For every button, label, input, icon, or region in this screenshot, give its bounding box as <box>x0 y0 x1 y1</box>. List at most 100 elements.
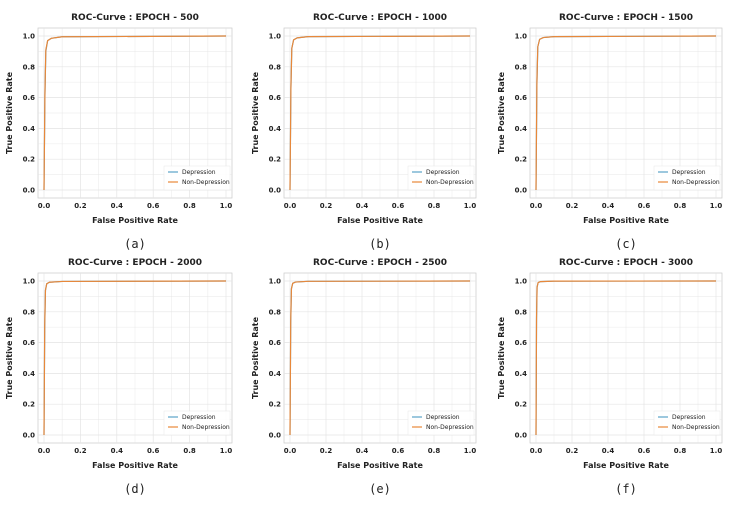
x-tick-label: 0.2 <box>566 447 579 455</box>
legend-entry: Non-Depression <box>672 424 720 431</box>
y-tick-label: 0.0 <box>269 187 282 195</box>
y-tick-label: 0.6 <box>269 339 282 347</box>
y-tick-label: 1.0 <box>515 33 528 41</box>
legend-entry: Depression <box>182 169 216 176</box>
panel-caption: (d) <box>124 482 146 496</box>
x-tick-label: 0.0 <box>530 202 543 210</box>
y-axis-label: True Positive Rate <box>497 316 506 399</box>
x-tick-label: 1.0 <box>710 447 723 455</box>
x-tick-label: 0.2 <box>566 202 579 210</box>
x-tick-label: 1.0 <box>220 447 233 455</box>
panel-caption: (a) <box>124 237 146 251</box>
x-tick-label: 0.4 <box>356 202 369 210</box>
y-tick-label: 0.0 <box>515 187 528 195</box>
legend-entry: Depression <box>672 414 706 421</box>
y-tick-label: 0.2 <box>23 401 36 409</box>
legend-entry: Depression <box>426 414 460 421</box>
y-tick-label: 0.2 <box>269 401 282 409</box>
x-tick-label: 0.2 <box>74 447 87 455</box>
y-tick-label: 0.8 <box>23 63 36 71</box>
y-tick-label: 0.8 <box>269 63 282 71</box>
y-tick-label: 1.0 <box>269 278 282 286</box>
chart-title: ROC-Curve : EPOCH - 500 <box>71 13 199 23</box>
y-tick-label: 0.4 <box>515 125 528 133</box>
x-tick-label: 0.2 <box>320 447 333 455</box>
x-tick-label: 0.0 <box>530 447 543 455</box>
x-tick-label: 0.4 <box>111 447 124 455</box>
panel-caption: (c) <box>615 237 637 251</box>
x-tick-label: 0.0 <box>38 447 51 455</box>
chart-title: ROC-Curve : EPOCH - 3000 <box>559 258 693 268</box>
legend: Depression Non-Depression <box>407 165 475 191</box>
x-tick-label: 0.2 <box>74 202 87 210</box>
series-line-non-depression <box>535 35 717 191</box>
x-tick-label: 1.0 <box>464 447 477 455</box>
y-axis-label: True Positive Rate <box>5 71 14 154</box>
y-tick-label: 0.6 <box>515 94 528 102</box>
y-tick-label: 0.4 <box>269 370 282 378</box>
x-tick-label: 0.0 <box>284 202 297 210</box>
x-axis-label: False Positive Rate <box>583 461 669 470</box>
y-tick-label: 0.6 <box>515 339 528 347</box>
x-tick-label: 0.8 <box>428 447 441 455</box>
y-tick-label: 1.0 <box>515 278 528 286</box>
x-tick-label: 0.8 <box>428 202 441 210</box>
x-tick-label: 0.8 <box>674 447 687 455</box>
y-axis-label: True Positive Rate <box>251 316 260 399</box>
x-tick-label: 1.0 <box>710 202 723 210</box>
legend-entry: Non-Depression <box>182 424 230 431</box>
x-tick-label: 1.0 <box>464 202 477 210</box>
y-tick-label: 0.8 <box>23 308 36 316</box>
legend-box <box>163 165 231 191</box>
legend: Depression Non-Depression <box>653 410 721 436</box>
chart-title: ROC-Curve : EPOCH - 1000 <box>313 13 447 23</box>
x-tick-label: 0.4 <box>602 447 615 455</box>
x-axis-label: False Positive Rate <box>92 216 178 225</box>
legend: Depression Non-Depression <box>163 410 231 436</box>
legend: Depression Non-Depression <box>653 165 721 191</box>
panel-caption: (f) <box>615 482 637 496</box>
legend-entry: Depression <box>182 414 216 421</box>
y-axis-label: True Positive Rate <box>5 316 14 399</box>
x-tick-label: 0.8 <box>183 202 196 210</box>
x-tick-label: 0.6 <box>147 447 160 455</box>
y-tick-label: 0.4 <box>269 125 282 133</box>
y-axis-label: True Positive Rate <box>251 71 260 154</box>
y-tick-label: 0.8 <box>269 308 282 316</box>
legend-entry: Depression <box>426 169 460 176</box>
y-tick-label: 1.0 <box>23 278 36 286</box>
y-tick-label: 0.4 <box>23 125 36 133</box>
series-line-non-depression <box>289 35 471 191</box>
legend-box <box>653 410 721 436</box>
panel-caption: (b) <box>369 237 391 251</box>
legend-box <box>653 165 721 191</box>
y-tick-label: 0.2 <box>269 156 282 164</box>
roc-panel-5: 0.0 0.2 0.4 0.6 0.8 1.0 0.0 0.2 0.4 0.6 0.8 1.0 ROC-… <box>251 258 477 496</box>
series-line-non-depression <box>43 280 227 436</box>
legend: Depression Non-Depression <box>407 410 475 436</box>
legend: Depression Non-Depression <box>163 165 231 191</box>
x-axis-label: False Positive Rate <box>583 216 669 225</box>
roc-panel-4: 0.0 0.2 0.4 0.6 0.8 1.0 0.0 0.2 0.4 0.6 0.8 1.0 ROC-… <box>5 258 233 496</box>
x-tick-label: 0.8 <box>183 447 196 455</box>
legend-entry: Depression <box>672 169 706 176</box>
roc-panel-3: 0.0 0.2 0.4 0.6 0.8 1.0 0.0 0.2 0.4 0.6 0.8 1.0 ROC-… <box>497 13 723 251</box>
chart-title: ROC-Curve : EPOCH - 2000 <box>68 258 202 268</box>
x-tick-label: 0.0 <box>38 202 51 210</box>
legend-entry: Non-Depression <box>672 179 720 186</box>
x-tick-label: 0.4 <box>356 447 369 455</box>
y-tick-label: 0.0 <box>23 432 36 440</box>
x-tick-label: 1.0 <box>220 202 233 210</box>
x-tick-label: 0.2 <box>320 202 333 210</box>
y-tick-label: 0.6 <box>269 94 282 102</box>
y-tick-label: 0.0 <box>269 432 282 440</box>
x-tick-label: 0.6 <box>147 202 160 210</box>
y-tick-label: 1.0 <box>23 33 36 41</box>
roc-panel-1: 0.0 0.2 0.4 0.6 0.8 1.0 0.0 0.2 0.4 0.6 0.8 1.0 ROC-… <box>5 13 233 251</box>
series-line-non-depression <box>43 35 227 191</box>
x-tick-label: 0.6 <box>638 447 651 455</box>
panel-caption: (e) <box>369 482 391 496</box>
chart-title: ROC-Curve : EPOCH - 1500 <box>559 13 693 23</box>
y-tick-label: 1.0 <box>269 33 282 41</box>
series-line-non-depression <box>289 280 471 436</box>
